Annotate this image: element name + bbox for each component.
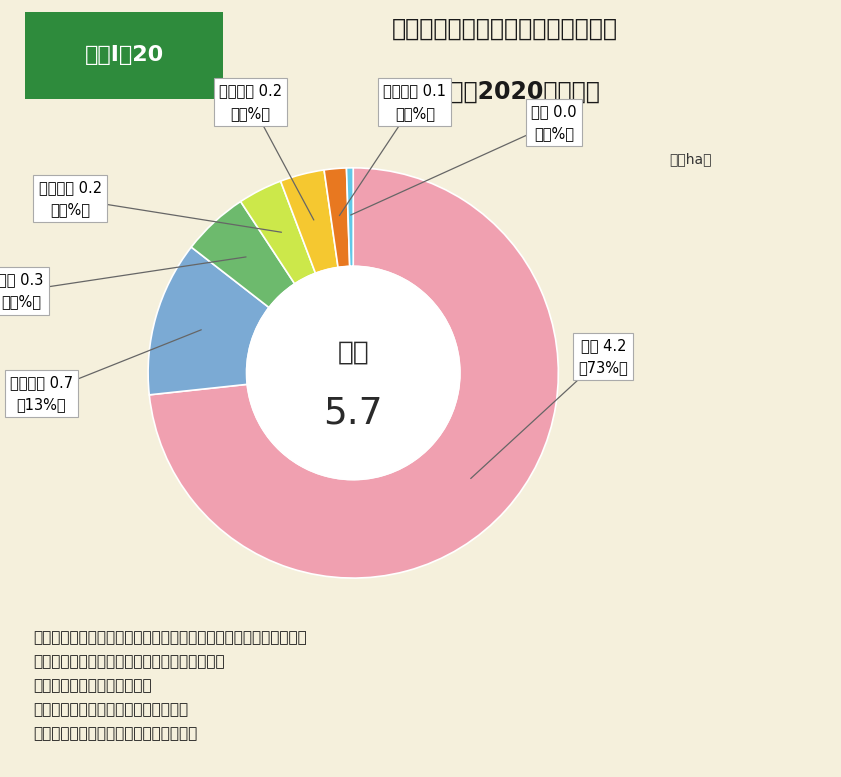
Text: 合計: 合計	[337, 340, 369, 365]
Text: 主要な野生鳥獣による森林被害面積: 主要な野生鳥獣による森林被害面積	[392, 17, 617, 41]
Wedge shape	[191, 201, 294, 308]
Text: （千ha）: （千ha）	[669, 152, 712, 166]
Text: 資料Ⅰ－20: 資料Ⅰ－20	[84, 45, 164, 65]
FancyBboxPatch shape	[25, 12, 223, 99]
Text: ノネズミ 0.7
（13%）: ノネズミ 0.7 （13%）	[10, 375, 73, 412]
Circle shape	[246, 267, 460, 479]
Text: 注１：数値は、国有林及び民有林の合計で、森林管理局及び都道府
　　　県からの報告に基づき、集計したもの。
　２：森林及び苗畑の被害。
　３：計の不一致は四捨五入: 注１：数値は、国有林及び民有林の合計で、森林管理局及び都道府 県からの報告に基づ…	[33, 630, 307, 740]
Text: クマ 0.3
（６%）: クマ 0.3 （６%）	[0, 272, 44, 309]
Text: サル 0.0
（０%）: サル 0.0 （０%）	[532, 104, 577, 141]
Wedge shape	[324, 168, 350, 267]
Wedge shape	[346, 168, 353, 267]
Text: （令和２（2020）年度）: （令和２（2020）年度）	[408, 79, 601, 103]
Text: イノシシ 0.1
（３%）: イノシシ 0.1 （３%）	[383, 84, 447, 120]
Wedge shape	[241, 181, 315, 284]
Text: 5.7: 5.7	[324, 396, 383, 432]
Text: カモシカ 0.2
（３%）: カモシカ 0.2 （３%）	[220, 84, 283, 120]
Wedge shape	[148, 247, 269, 395]
Wedge shape	[281, 170, 338, 274]
Text: ノウサギ 0.2
（３%）: ノウサギ 0.2 （３%）	[39, 180, 102, 218]
Text: シカ 4.2
（73%）: シカ 4.2 （73%）	[579, 338, 628, 375]
Wedge shape	[149, 168, 558, 578]
